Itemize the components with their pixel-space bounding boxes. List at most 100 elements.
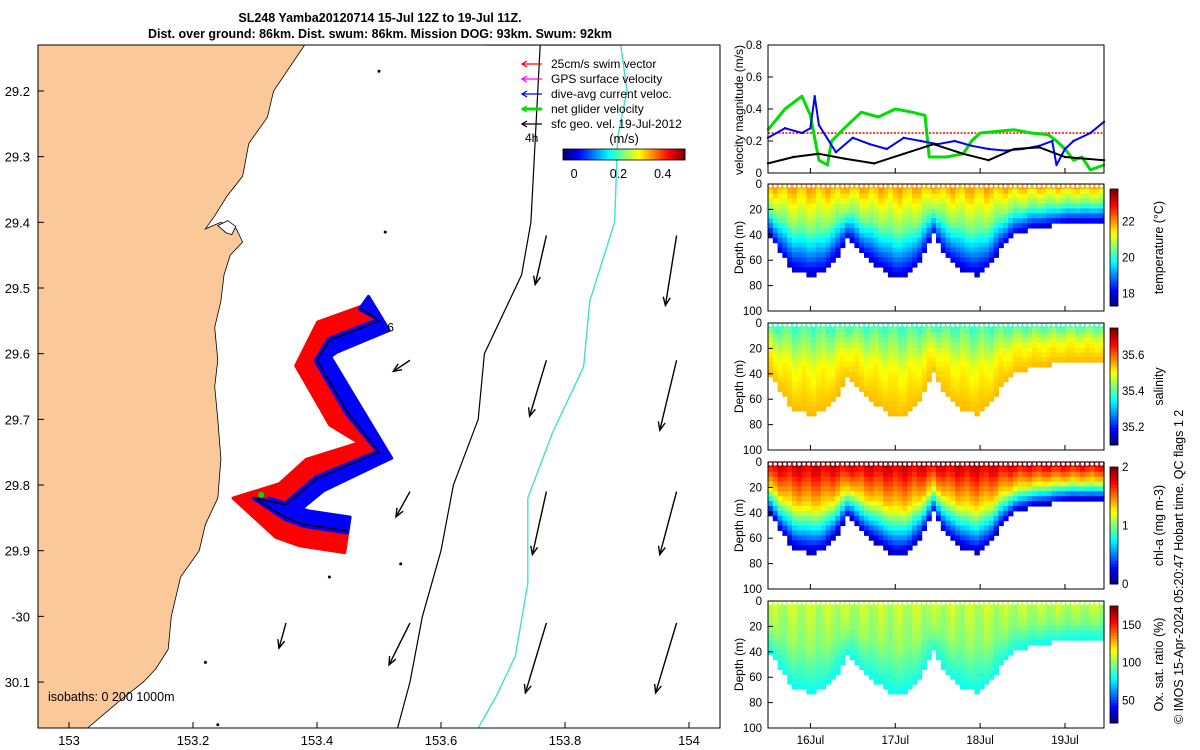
section-cell <box>859 664 865 670</box>
section-cell <box>979 630 985 636</box>
section-cell <box>931 227 937 234</box>
section-cell <box>792 525 798 531</box>
section-cell <box>835 357 841 363</box>
section-cell <box>883 366 889 373</box>
section-cell <box>796 664 803 670</box>
section-cell <box>835 520 841 527</box>
section-cell <box>892 679 899 685</box>
section-colorbar-cell <box>1110 194 1118 199</box>
section-cell <box>792 535 798 541</box>
section-cell <box>926 218 932 224</box>
section-colorbar-cell <box>1110 398 1118 402</box>
section-cell <box>868 515 875 522</box>
section-cell <box>844 505 851 512</box>
section-cell <box>907 401 913 407</box>
section-cell <box>960 664 966 670</box>
section-cell <box>960 505 966 512</box>
section-cell <box>883 501 889 507</box>
section-cell <box>1089 486 1095 492</box>
section-cell <box>816 247 822 253</box>
section-cell <box>1084 332 1091 339</box>
section-cell <box>1041 496 1047 502</box>
colorbar-frame <box>562 148 686 161</box>
colorbar-cell <box>597 149 601 160</box>
velocity-point <box>830 139 833 143</box>
section-cell <box>888 476 894 483</box>
section-cell <box>787 232 793 239</box>
section-cell <box>830 327 836 334</box>
section-cell <box>864 376 870 383</box>
section-cell <box>936 625 942 631</box>
section-colorbar-cell <box>1110 270 1118 275</box>
section-cell <box>912 232 918 239</box>
section-cell <box>777 481 783 488</box>
section-cell <box>1022 644 1028 651</box>
section-cell <box>892 252 899 258</box>
section-cell <box>912 208 918 214</box>
section-colorbar-cell <box>1110 670 1118 674</box>
section-cell <box>897 635 903 641</box>
section-cell <box>969 501 975 507</box>
time-xtick-label: 16Jul <box>797 735 825 747</box>
section-cell <box>931 625 937 631</box>
section-cell <box>801 366 807 373</box>
section-cell <box>969 486 975 492</box>
section-cell <box>1084 491 1091 497</box>
section-cell <box>1060 198 1067 205</box>
section-cell <box>892 496 899 502</box>
section-cell <box>825 659 831 666</box>
section-cell <box>907 640 913 646</box>
section-cell <box>849 218 855 224</box>
section-cell <box>888 366 894 373</box>
section-cell <box>892 213 899 219</box>
map-xtick-label: 153.6 <box>425 733 458 748</box>
section-cell <box>931 471 937 478</box>
section-cell <box>1032 496 1038 502</box>
section-cell <box>873 525 879 531</box>
section-cell <box>873 396 879 402</box>
section-cell <box>840 615 846 622</box>
section-cell <box>979 366 985 373</box>
section-cell <box>907 391 913 397</box>
section-frame-3 <box>767 600 1105 729</box>
section-cell <box>897 213 903 219</box>
section-cell <box>969 481 975 488</box>
section-cell <box>772 213 779 219</box>
depth-axis-label: Depth (m) <box>732 499 746 552</box>
section-cell <box>801 198 807 205</box>
section-cell <box>964 669 971 675</box>
section-cell <box>974 679 980 685</box>
section-cell <box>1046 327 1052 334</box>
section-cell <box>945 386 951 392</box>
section-cell <box>897 540 903 546</box>
glider-track-line <box>254 307 381 532</box>
section-cell <box>936 635 942 641</box>
section-cell <box>868 342 875 349</box>
section-cell <box>835 386 841 392</box>
section-cell <box>950 605 956 612</box>
section-cell <box>801 218 807 224</box>
section-cell <box>892 476 899 483</box>
section-cell <box>960 237 966 244</box>
section-cell <box>964 223 971 229</box>
section-cell <box>964 615 971 622</box>
section-cell <box>844 337 851 344</box>
section-cell <box>768 218 774 224</box>
section-cell <box>883 496 889 502</box>
section-cell <box>988 649 995 656</box>
section-cell <box>868 610 875 617</box>
section-cell <box>974 545 980 551</box>
section-cell <box>979 342 985 349</box>
section-cell <box>888 357 894 363</box>
section-cell <box>960 366 966 373</box>
section-cell <box>892 232 899 239</box>
section-cell <box>945 232 951 239</box>
section-cell <box>768 640 774 646</box>
section-cell <box>864 659 870 666</box>
section-cell <box>864 227 870 234</box>
section-cell <box>864 471 870 478</box>
section-cell <box>844 362 851 368</box>
section-cell <box>897 352 903 358</box>
section-cell <box>916 669 923 675</box>
section-cell <box>950 476 956 483</box>
